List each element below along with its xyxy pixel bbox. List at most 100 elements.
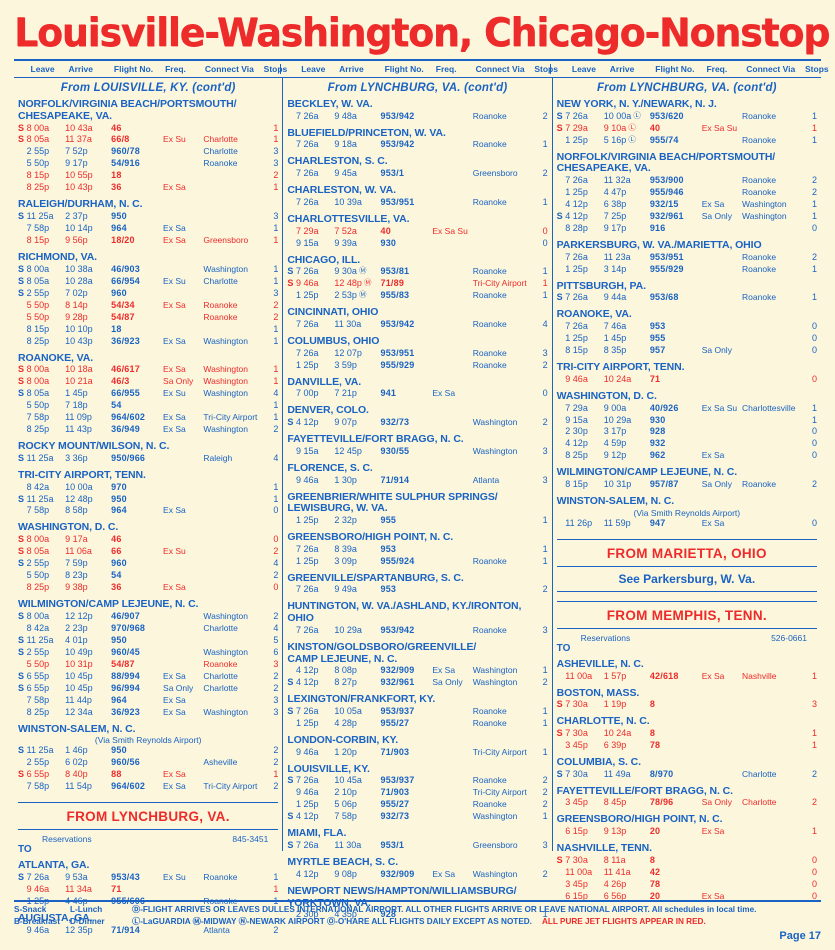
flight-row[interactable]: 11 00a 1 57p 42/618 Ex Sa Nashville 1: [557, 671, 817, 683]
flight-row[interactable]: 9 46a 11 34a 71 1: [18, 884, 279, 896]
flight-row[interactable]: 7 58p 8 58p 964 Ex Sa 0: [18, 505, 279, 517]
flight-row[interactable]: 7 26a 10 39a 953/951 Roanoke 1: [287, 197, 548, 209]
flight-row[interactable]: 4 12p 8 08p 932/909 Ex Sa Washington 1: [287, 665, 548, 677]
flight-row[interactable]: S 11 25a 2 37p 950 3: [18, 211, 278, 223]
reservations-phone[interactable]: 526-0661: [771, 632, 807, 643]
flight-row[interactable]: 9 15a 9 39a 930 0: [287, 238, 548, 250]
flight-row[interactable]: 9 46a 1 30p 71/914 Atlanta 3: [287, 475, 548, 487]
flight-row[interactable]: 4 12p 4 59p 932 0: [557, 438, 817, 450]
flight-row[interactable]: 5 50p 10 31p 54/87 Roanoke 3: [18, 659, 279, 671]
flight-row[interactable]: 9 15a 12 45p 930/55 Washington 3: [287, 446, 548, 458]
flight-row[interactable]: 1 25p 4 47p 955/946 Roanoke 2: [557, 187, 817, 199]
flight-row[interactable]: 4 12p 9 08p 932/909 Ex Sa Washington 2: [287, 869, 548, 881]
flight-row[interactable]: 7 29a 9 00a 40/926 Ex Sa Su Charlottesville 1: [557, 403, 817, 415]
flight-row[interactable]: 7 26a 11 32a 953/900 Roanoke 2: [557, 175, 817, 187]
flight-row[interactable]: S 11 25a 12 48p 950 1: [18, 494, 278, 506]
flight-row[interactable]: 5 50p 7 18p 54 1: [18, 400, 279, 412]
flight-row[interactable]: 7 26a 10 29a 953/942 Roanoke 3: [287, 625, 548, 637]
flight-row[interactable]: 1 25p 3 14p 955/929 Roanoke 1: [557, 264, 817, 276]
flight-row[interactable]: 6 15p 6 56p 20 Ex Sa 0: [557, 891, 817, 903]
flight-row[interactable]: 9 46a 12 35p 71/914 Atlanta 2: [18, 925, 279, 937]
flight-row[interactable]: 1 25p 3 09p 955/924 Roanoke 1: [287, 556, 548, 568]
flight-row[interactable]: 8 25p 11 43p 36/949 Ex Sa Washington 2: [18, 424, 279, 436]
flight-row[interactable]: 7 58p 11 44p 964 Ex Sa 3: [18, 695, 279, 707]
flight-row[interactable]: 8 15p 8 35p 957 Sa Only 0: [557, 345, 817, 357]
flight-row[interactable]: 4 12p 6 38p 932/15 Ex Sa Washington 1: [557, 199, 817, 211]
flight-row[interactable]: 11 26p 11 59p 947 Ex Sa 0: [557, 518, 817, 530]
flight-row[interactable]: S 11 25a 4 01p 950 5: [18, 635, 278, 647]
flight-row[interactable]: 8 25p 9 38p 36 Ex Sa 0: [18, 582, 279, 594]
flight-row[interactable]: 3 45p 8 45p 78/96 Sa Only Charlotte 2: [557, 797, 817, 809]
flight-row[interactable]: 7 58p 11 09p 964/602 Ex Sa Tri-City Airport 1: [18, 412, 279, 424]
flight-row[interactable]: 8 42a 10 00a 970 1: [18, 482, 279, 494]
flight-row[interactable]: 8 25p 10 43p 36 Ex Sa 1: [18, 182, 279, 194]
flight-row[interactable]: 7 26a 9 49a 953 2: [287, 584, 548, 596]
flight-row[interactable]: 8 15p 10 31p 957/87 Sa Only Roanoke 2: [557, 479, 817, 491]
flight-row[interactable]: 5 50p 9 28p 54/87 Roanoke 2: [18, 312, 279, 324]
flight-row[interactable]: 2 30p 3 17p 928 0: [557, 426, 817, 438]
flight-row[interactable]: 7 26a 9 45a 953/1 Greensboro 2: [287, 168, 548, 180]
flight-row[interactable]: 7 26a 9 48a 953/942 Roanoke 2: [287, 111, 548, 123]
flight-row[interactable]: 7 26a 12 07p 953/951 Roanoke 3: [287, 348, 548, 360]
flight-row[interactable]: 6 15p 9 13p 20 Ex Sa 1: [557, 826, 817, 838]
reservations-phone[interactable]: 845-3451: [232, 834, 269, 845]
flight-row[interactable]: 9 46a 2 10p 71/903 Tri-City Airport 2: [287, 787, 548, 799]
flight-row[interactable]: 7 26a 9 18a 953/942 Roanoke 1: [287, 139, 548, 151]
flight-row[interactable]: 5 50p 9 17p 54/916 Roanoke 3: [18, 158, 279, 170]
flight-row[interactable]: 9 46a 1 20p 71/903 Tri-City Airport 1: [287, 747, 548, 759]
flight-row[interactable]: 7 58p 11 54p 964/602 Ex Sa Tri-City Airport 2: [18, 781, 279, 793]
flight-row[interactable]: 5 50p 8 23p 54 2: [18, 570, 279, 582]
flight-row[interactable]: 1 25p 2 53p Ⓜ 955/83 Roanoke 1: [287, 290, 548, 302]
flight-row[interactable]: 9 15a 10 29a 930 1: [557, 415, 817, 427]
flight-row[interactable]: 1 25p 5 06p 955/27 Roanoke 2: [287, 799, 548, 811]
flight-row[interactable]: S 11 25a 3 36p 950/966 Raleigh 4: [18, 453, 278, 465]
flight-row[interactable]: S 11 25a 1 46p 950 2: [18, 745, 278, 757]
flight-row[interactable]: 1 25p 4 28p 955/27 Roanoke 1: [287, 718, 548, 730]
flight-row[interactable]: 5 50p 8 14p 54/34 Ex Sa Roanoke 2: [18, 300, 279, 312]
flight-row[interactable]: 7 26a 8 39a 953 1: [287, 544, 548, 556]
flight-row[interactable]: 1 25p 3 59p 955/929 Roanoke 2: [287, 360, 548, 372]
flight-row[interactable]: 1 25p 2 32p 955 1: [287, 515, 548, 527]
flight-row[interactable]: 8 25p 12 34a 36/923 Ex Sa Washington 3: [18, 707, 279, 719]
flight-row[interactable]: 7 26a 11 23a 953/951 Roanoke 2: [557, 252, 817, 264]
flight-row[interactable]: 7 29a 7 52a 40 Ex Sa Su 0: [287, 226, 548, 238]
flight-row[interactable]: 2 55p 6 02p 960/56 Asheville 2: [18, 757, 279, 769]
flight-row[interactable]: 3 45p 6 39p 78 1: [557, 740, 817, 752]
flight-row[interactable]: 7 00p 7 21p 941 Ex Sa 0: [287, 388, 548, 400]
flight-row[interactable]: 8 15p 10 55p 18 2: [18, 170, 279, 182]
flight-row[interactable]: 7 58p 10 14p 964 Ex Sa 1: [18, 223, 279, 235]
flight-row[interactable]: 8 28p 9 17p 916 0: [557, 223, 817, 235]
see-reference[interactable]: See Parkersburg, W. Va.: [556, 567, 817, 592]
flight-row[interactable]: 2 30p 4 35p 928 1: [287, 909, 548, 921]
flight-row[interactable]: 8 42a 2 23p 970/968 Charlotte 4: [18, 623, 279, 635]
flight-row[interactable]: 2 55p 7 52p 960/78 Charlotte 3: [18, 146, 279, 158]
flight-row[interactable]: 8 25p 9 12p 962 Ex Sa 0: [557, 450, 817, 462]
